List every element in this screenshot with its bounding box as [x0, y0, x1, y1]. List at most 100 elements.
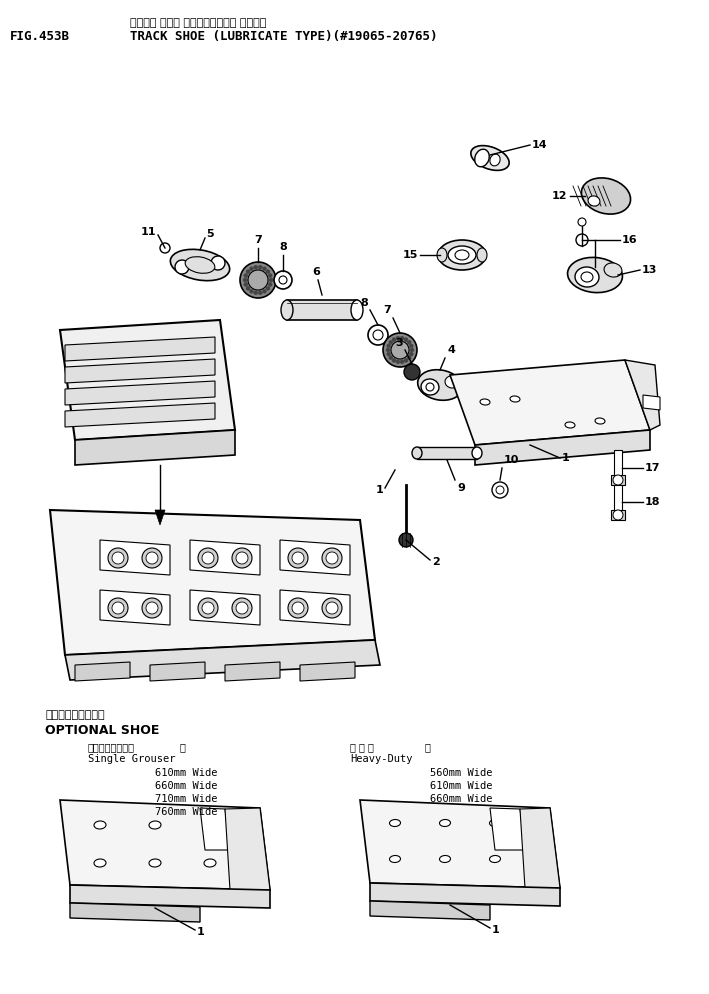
Circle shape — [266, 286, 270, 290]
Polygon shape — [60, 800, 270, 890]
Ellipse shape — [108, 548, 128, 568]
Text: オプショナルシュー: オプショナルシュー — [45, 710, 105, 720]
Circle shape — [400, 336, 404, 340]
Polygon shape — [50, 510, 375, 655]
Polygon shape — [75, 430, 235, 465]
Ellipse shape — [568, 257, 623, 292]
Ellipse shape — [440, 819, 450, 826]
Circle shape — [373, 330, 383, 340]
Circle shape — [492, 482, 508, 498]
Ellipse shape — [475, 149, 489, 167]
Text: 560mm Wide: 560mm Wide — [430, 768, 493, 778]
Text: 660mm Wide: 660mm Wide — [155, 781, 218, 791]
Text: TRACK SHOE (LUBRICATE TYPE)(#19065-20765): TRACK SHOE (LUBRICATE TYPE)(#19065-20765… — [130, 30, 437, 43]
Ellipse shape — [445, 376, 459, 388]
Circle shape — [399, 533, 413, 547]
Text: 18: 18 — [645, 497, 661, 507]
Ellipse shape — [604, 263, 622, 277]
Circle shape — [409, 352, 413, 356]
Circle shape — [248, 270, 268, 290]
Text: 幅: 幅 — [425, 742, 431, 752]
Polygon shape — [614, 450, 622, 478]
Circle shape — [404, 338, 408, 342]
Circle shape — [266, 269, 270, 273]
Polygon shape — [70, 885, 270, 908]
Circle shape — [160, 243, 170, 253]
Text: 17: 17 — [645, 463, 661, 473]
Circle shape — [292, 552, 304, 564]
Text: 660mm Wide: 660mm Wide — [430, 794, 493, 804]
Ellipse shape — [437, 248, 447, 262]
Circle shape — [326, 552, 338, 564]
Circle shape — [279, 276, 287, 284]
Text: 15: 15 — [403, 250, 418, 260]
Circle shape — [112, 552, 124, 564]
Ellipse shape — [489, 819, 501, 826]
Circle shape — [386, 352, 391, 356]
Text: 10: 10 — [504, 455, 520, 465]
Ellipse shape — [322, 548, 342, 568]
Ellipse shape — [149, 859, 161, 867]
Ellipse shape — [581, 272, 593, 282]
Circle shape — [576, 234, 588, 246]
Polygon shape — [611, 475, 625, 485]
Circle shape — [269, 278, 273, 282]
Ellipse shape — [480, 399, 490, 405]
Ellipse shape — [389, 856, 401, 863]
Ellipse shape — [471, 145, 509, 170]
Text: シングルグローサ: シングルグローサ — [88, 742, 135, 752]
Circle shape — [262, 289, 267, 293]
Ellipse shape — [472, 447, 482, 459]
Ellipse shape — [389, 819, 401, 826]
Circle shape — [389, 340, 393, 344]
Circle shape — [392, 338, 396, 342]
Polygon shape — [225, 662, 280, 681]
Text: Heavy-Duty: Heavy-Duty — [350, 754, 413, 764]
Text: 610mm Wide: 610mm Wide — [430, 781, 493, 791]
Circle shape — [396, 336, 400, 340]
Circle shape — [578, 218, 586, 226]
Circle shape — [244, 282, 247, 286]
Ellipse shape — [198, 548, 218, 568]
Text: 760mm Wide: 760mm Wide — [155, 807, 218, 817]
Text: 9: 9 — [457, 483, 465, 493]
Text: 6: 6 — [312, 267, 320, 277]
Ellipse shape — [211, 256, 225, 270]
Text: 1: 1 — [492, 925, 500, 935]
Circle shape — [146, 602, 158, 614]
Circle shape — [386, 348, 390, 352]
Ellipse shape — [595, 418, 605, 424]
Polygon shape — [150, 662, 205, 681]
Polygon shape — [65, 403, 215, 427]
Polygon shape — [417, 447, 477, 459]
Circle shape — [326, 602, 338, 614]
Ellipse shape — [170, 249, 230, 280]
Circle shape — [236, 602, 248, 614]
Circle shape — [254, 291, 258, 295]
Polygon shape — [450, 360, 650, 445]
Ellipse shape — [510, 396, 520, 402]
Text: 7: 7 — [254, 235, 262, 245]
Polygon shape — [100, 540, 170, 575]
Ellipse shape — [575, 267, 599, 287]
Ellipse shape — [426, 383, 434, 391]
Ellipse shape — [581, 178, 630, 214]
Circle shape — [258, 265, 262, 269]
Ellipse shape — [149, 821, 161, 829]
Ellipse shape — [281, 300, 293, 320]
Text: 8: 8 — [279, 242, 287, 252]
Circle shape — [246, 269, 250, 273]
Circle shape — [396, 360, 400, 364]
Text: 強 化 型: 強 化 型 — [350, 742, 374, 752]
Circle shape — [202, 602, 214, 614]
Circle shape — [400, 360, 404, 364]
Polygon shape — [611, 510, 625, 520]
Polygon shape — [300, 662, 355, 681]
Circle shape — [368, 325, 388, 345]
Text: 幅: 幅 — [180, 742, 186, 752]
Ellipse shape — [108, 598, 128, 618]
Ellipse shape — [204, 859, 216, 867]
Ellipse shape — [418, 370, 462, 401]
Circle shape — [254, 265, 258, 269]
Circle shape — [404, 364, 420, 380]
